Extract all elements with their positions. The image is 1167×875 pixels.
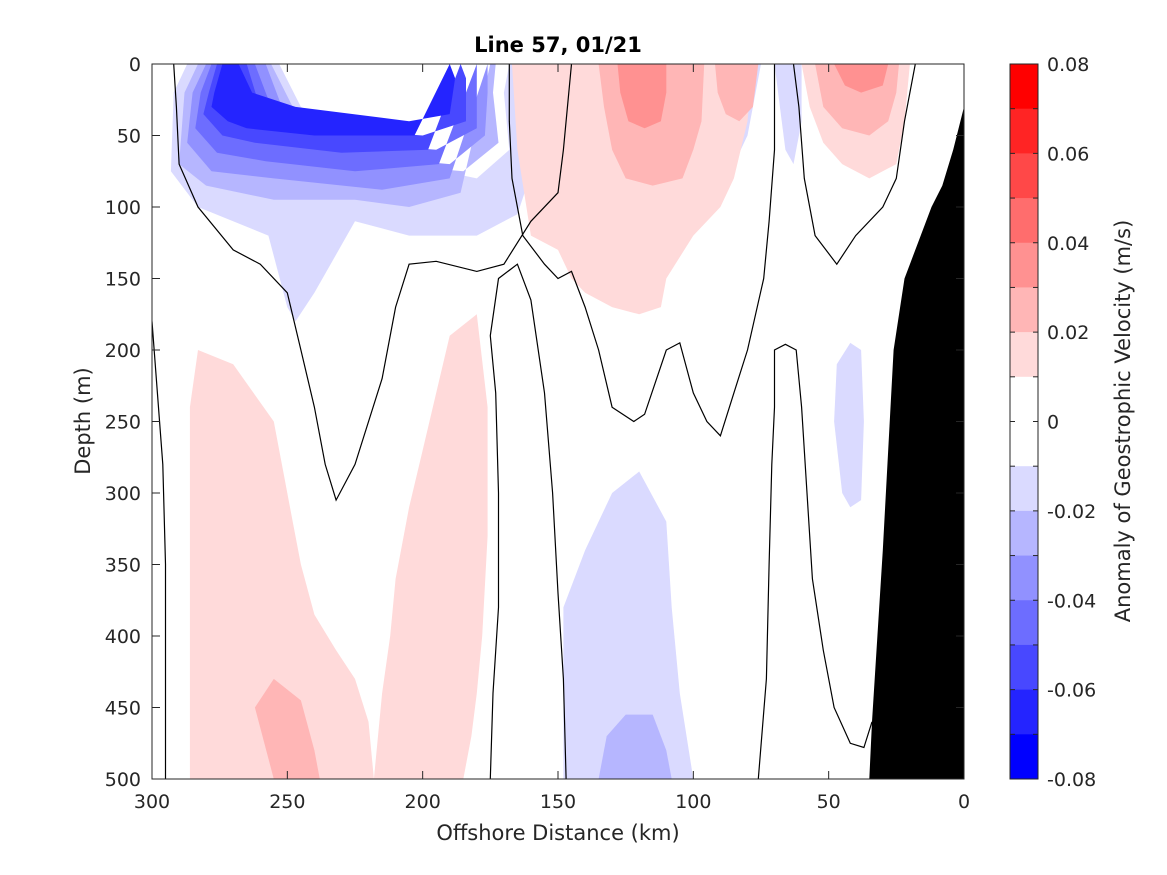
colorbar-segment xyxy=(1010,734,1038,780)
x-tick-label: 50 xyxy=(817,791,841,813)
anomaly-region xyxy=(834,64,889,93)
colorbar-segment xyxy=(1010,108,1038,154)
anomaly-region xyxy=(715,64,759,122)
anomaly-region xyxy=(373,314,488,779)
anomaly-region xyxy=(774,64,802,165)
colorbar-tick-label: -0.06 xyxy=(1047,680,1096,702)
zero-contour-line xyxy=(152,321,167,779)
colorbar-segment xyxy=(1010,287,1038,333)
colorbar-segment xyxy=(1010,64,1038,110)
y-tick-label: 50 xyxy=(117,126,141,148)
colorbar-segment xyxy=(1010,510,1038,557)
colorbar-segment xyxy=(1010,376,1038,422)
x-tick-label: 250 xyxy=(269,791,305,813)
colorbar-segment xyxy=(1010,242,1038,288)
plot-area xyxy=(151,63,965,780)
bathymetry-seafloor xyxy=(869,106,964,779)
colorbar-tick-label: 0.02 xyxy=(1047,322,1089,344)
colorbar-title: Anomaly of Geostrophic Velocity (m/s) xyxy=(1111,220,1135,623)
zero-contour-line xyxy=(757,343,873,779)
y-tick-label: 250 xyxy=(105,412,141,434)
colorbar-segment xyxy=(1010,198,1038,244)
chart-title: Line 57, 01/21 xyxy=(474,33,642,57)
colorbar-tick-label: 0.08 xyxy=(1047,54,1089,76)
colorbar: 0.08 0.06 0.04 0.02 0 -0.02 -0.04 -0.06 -0.08 xyxy=(1009,54,1096,791)
colorbar-segment xyxy=(1010,466,1038,512)
colorbar-segment xyxy=(1010,600,1038,646)
y-tick-label: 200 xyxy=(105,340,141,362)
anomaly-region xyxy=(598,714,672,779)
colorbar-tick-label: -0.08 xyxy=(1047,769,1096,791)
anomaly-region xyxy=(211,64,456,136)
anomaly-region xyxy=(195,64,477,172)
zero-contour-line xyxy=(508,64,776,437)
plot-content xyxy=(152,64,964,779)
colorbar-tick-label: -0.04 xyxy=(1047,590,1096,612)
anomaly-region xyxy=(563,471,694,779)
anomaly-region xyxy=(617,64,667,129)
colorbar-tick-label: -0.02 xyxy=(1047,501,1096,523)
y-axis-title: Depth (m) xyxy=(71,367,95,474)
x-tick-label: 150 xyxy=(540,791,576,813)
y-tick-label: 150 xyxy=(105,269,141,291)
zero-contour-line xyxy=(792,64,916,266)
colorbar-tick-label: 0 xyxy=(1047,412,1059,434)
zero-contour-line xyxy=(489,263,567,779)
y-tick-label: 400 xyxy=(105,626,141,648)
colorbar-tick-label: 0.04 xyxy=(1047,233,1089,255)
zero-contour-line xyxy=(173,64,573,502)
y-axis: 0 50 100 150 200 250 300 350 400 450 500 xyxy=(105,54,964,791)
colorbar-segment xyxy=(1010,332,1038,378)
colorbar-frame xyxy=(1009,63,1039,780)
x-tick-label: 200 xyxy=(405,791,441,813)
colorbar-segment xyxy=(1010,153,1038,199)
colorbar-segment xyxy=(1010,689,1038,735)
y-tick-label: 350 xyxy=(105,555,141,577)
colorbar-segment xyxy=(1010,421,1038,467)
y-tick-label: 0 xyxy=(129,54,141,76)
y-tick-label: 500 xyxy=(105,769,141,791)
x-tick-label: 300 xyxy=(134,791,170,813)
y-tick-label: 100 xyxy=(105,197,141,219)
anomaly-region xyxy=(254,678,320,779)
colorbar-segment xyxy=(1010,644,1038,691)
anomaly-region xyxy=(189,350,374,779)
y-tick-label: 300 xyxy=(105,483,141,505)
colorbar-tick-label: 0.06 xyxy=(1047,143,1089,165)
x-axis-title: Offshore Distance (km) xyxy=(436,821,679,845)
anomaly-region xyxy=(834,342,864,508)
x-axis: 300 250 200 150 100 50 0 xyxy=(134,64,970,813)
y-tick-label: 450 xyxy=(105,698,141,720)
x-tick-label: 100 xyxy=(675,791,711,813)
colorbar-segment xyxy=(1010,555,1038,601)
x-tick-label: 0 xyxy=(958,791,970,813)
